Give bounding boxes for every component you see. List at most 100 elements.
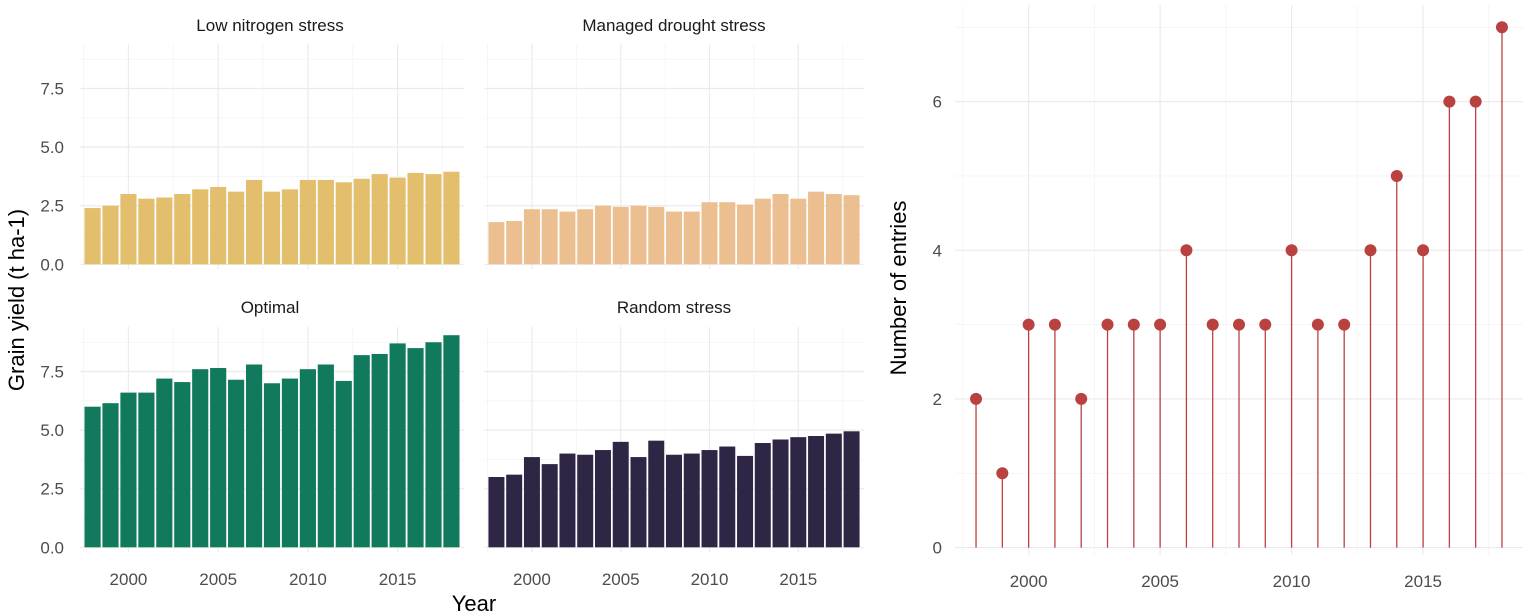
bar <box>371 353 388 548</box>
bar <box>541 464 558 548</box>
x-tick-label: 2005 <box>199 570 237 589</box>
bar <box>488 477 505 548</box>
lollipop-point <box>1048 318 1061 331</box>
lollipop-point <box>1495 21 1508 34</box>
x-tick-label: 2000 <box>110 570 148 589</box>
facet-title: Optimal <box>241 298 300 317</box>
bar <box>825 433 842 548</box>
bar <box>335 380 352 548</box>
bar <box>228 191 245 265</box>
lollipop-point <box>970 392 983 405</box>
bar <box>263 383 281 548</box>
bar <box>263 191 281 265</box>
bar <box>683 211 700 265</box>
facet-title: Random stress <box>617 298 731 317</box>
bar <box>843 431 860 548</box>
lollipop-point <box>1390 169 1403 182</box>
lollipop-point <box>1022 318 1035 331</box>
lollipop-point <box>1101 318 1114 331</box>
bar <box>737 204 754 265</box>
bar <box>299 369 316 548</box>
bar <box>559 211 576 265</box>
lollipop-point <box>1233 318 1245 331</box>
x-tick-label: 2015 <box>779 570 817 589</box>
lollipop-point <box>1364 244 1377 257</box>
bar <box>772 439 789 548</box>
bar <box>612 441 629 548</box>
bar <box>84 406 101 548</box>
lollipop-point <box>1311 318 1324 331</box>
y-tick-label: 7.5 <box>40 363 64 382</box>
entries-lollipop-chart: 0 2 4 6 2000 2005 2010 2015 Number of entries <box>886 5 1523 591</box>
bar <box>371 174 388 265</box>
bar <box>192 369 209 548</box>
bar <box>102 403 119 548</box>
bar <box>407 348 424 548</box>
bar <box>843 195 860 265</box>
bar <box>210 186 227 265</box>
bar <box>389 343 406 548</box>
y-tick-label: 0.0 <box>40 538 64 557</box>
bar <box>630 457 647 548</box>
x-axis-title: Year <box>452 591 496 616</box>
bar <box>594 205 611 265</box>
bar <box>612 206 629 265</box>
bar <box>648 206 665 265</box>
x-tick-label: 2005 <box>602 570 640 589</box>
bar <box>156 378 173 548</box>
bar <box>541 209 558 265</box>
y-tick-label: 6 <box>933 93 942 112</box>
bar <box>506 474 523 548</box>
bar <box>630 205 647 265</box>
bar <box>174 194 191 265</box>
lollipop-point <box>1285 244 1298 257</box>
bar <box>719 446 736 548</box>
lollipop-point <box>1154 318 1167 331</box>
y-axis-title: Grain yield (t ha-1) <box>4 209 29 391</box>
bar <box>577 209 594 265</box>
bar <box>353 355 370 548</box>
lollipop-point <box>1180 244 1193 257</box>
bar <box>754 443 771 548</box>
lollipop-point <box>1259 318 1272 331</box>
facet-panel: Optimal 0.0 2.5 5.0 7.5 2000 2005 2010 2015 <box>40 298 464 589</box>
x-tick-label: 2005 <box>1141 572 1179 591</box>
bar <box>506 220 523 265</box>
bar <box>120 194 137 265</box>
bar <box>443 335 460 548</box>
bar <box>701 450 718 548</box>
x-tick-label: 2000 <box>513 570 551 589</box>
bar <box>281 378 299 548</box>
x-tick-label: 2010 <box>691 570 729 589</box>
y-axis-title: Number of entries <box>886 201 911 376</box>
x-tick-label: 2000 <box>1010 572 1048 591</box>
bar <box>772 194 789 265</box>
facet-panel: Random stress 2000 2005 2010 2015 <box>484 298 864 589</box>
facet-title: Managed drought stress <box>582 16 765 35</box>
bar <box>281 189 299 265</box>
bar <box>120 392 137 548</box>
lollipop-point <box>1206 318 1219 331</box>
bar <box>594 450 611 548</box>
bar <box>425 174 442 265</box>
bar <box>648 440 665 548</box>
bar <box>719 202 736 265</box>
bar <box>245 179 263 265</box>
grain-yield-faceted-bar-chart: Low nitrogen stress 0.0 2.5 5.0 7.5 Managed d… <box>4 16 864 616</box>
x-tick-label: 2015 <box>1404 572 1442 591</box>
bar <box>389 177 406 265</box>
bar <box>737 455 754 548</box>
bar <box>825 194 842 265</box>
lollipop-point <box>1338 318 1351 331</box>
bar <box>138 392 155 548</box>
lollipop-point <box>1127 318 1140 331</box>
bar <box>523 209 540 265</box>
bar <box>84 208 101 265</box>
bar <box>790 198 807 265</box>
facet-title: Low nitrogen stress <box>196 16 343 35</box>
lollipop-point <box>1469 95 1482 108</box>
bar <box>701 202 718 265</box>
y-tick-label: 2.5 <box>40 480 64 499</box>
bar <box>808 435 825 548</box>
bar <box>317 364 334 548</box>
